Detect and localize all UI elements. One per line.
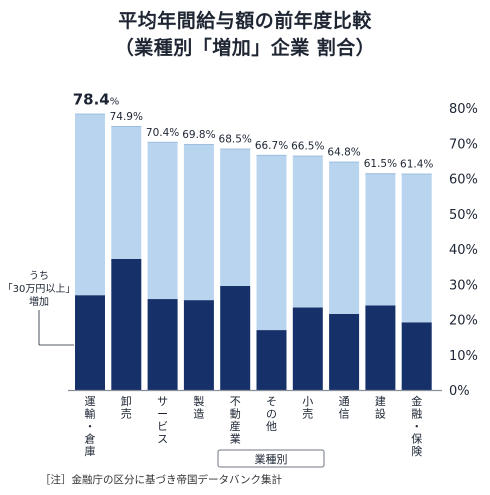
bar-segment-30man-plus: [329, 313, 360, 390]
category-char: 製: [193, 394, 204, 408]
value-label: 61.4%: [400, 159, 433, 171]
category-label: 通信: [339, 395, 350, 421]
value-label: 69.8%: [182, 129, 215, 141]
y-tick-label: 30%: [449, 278, 478, 293]
bar-segment-30man-plus: [256, 330, 287, 390]
category-char: 輸: [85, 407, 96, 421]
bar-segment-increase: [292, 155, 323, 308]
category-char: 卸: [121, 394, 132, 408]
bar-chart: 0%10%20%30%40%50%60%70%80%78.4%運輸・倉庫74.9…: [3, 91, 478, 468]
category-char: 小: [302, 395, 313, 408]
value-label-unit: %: [110, 97, 120, 108]
y-tick-label: 80%: [449, 102, 478, 117]
value-label: 66.7%: [255, 140, 288, 152]
bar-segment-increase: [256, 154, 287, 331]
bar-segment-30man-plus: [365, 305, 396, 390]
value-label-number: 78.4: [73, 91, 110, 109]
category-char: ・: [85, 420, 96, 433]
category-char: そ: [266, 395, 277, 408]
category-char: 運: [85, 395, 96, 408]
bar-segment-increase: [220, 148, 251, 287]
bar-segment-30man-plus: [401, 322, 432, 390]
category-char: ・: [411, 420, 422, 433]
bar-segment-30man-plus: [292, 307, 323, 390]
category-char: 険: [411, 445, 422, 458]
x-axis-label: 業種別: [255, 452, 288, 466]
category-label: 不動産業: [230, 395, 241, 446]
category-label: 製造: [193, 394, 204, 421]
category-char: 信: [339, 408, 350, 421]
annotation-text: 増加: [29, 295, 49, 308]
category-char: の: [266, 408, 277, 421]
bar-segment-30man-plus: [147, 299, 178, 390]
bar-segment-increase: [111, 125, 142, 259]
category-char: 建: [375, 394, 386, 408]
category-char: 倉: [85, 432, 96, 446]
y-tick-label: 50%: [449, 208, 478, 223]
y-tick-label: 10%: [449, 349, 478, 364]
category-char: サ: [157, 395, 168, 408]
annotation-text: うち: [29, 270, 49, 282]
category-char: 庫: [85, 444, 96, 458]
category-char: 不: [230, 395, 241, 408]
category-char: 産: [230, 420, 241, 433]
category-char: 造: [193, 407, 204, 421]
bar-segment-increase: [401, 173, 432, 323]
category-char: 動: [230, 407, 241, 421]
footnote: ［注］金融庁の区分に基づき帝国データバンク集計: [40, 474, 283, 486]
category-label: 卸売: [121, 394, 132, 421]
value-label: 61.5%: [364, 158, 397, 170]
category-label: 建設: [375, 394, 386, 421]
y-tick-label: 70%: [449, 137, 478, 152]
category-char: 保: [411, 432, 422, 446]
value-label: 66.5%: [291, 141, 324, 153]
y-tick-label: 20%: [449, 314, 478, 329]
value-label: 74.9%: [110, 111, 143, 123]
category-label: その他: [266, 395, 277, 433]
category-char: 売: [302, 408, 313, 421]
value-label: 70.4%: [146, 127, 179, 139]
x-axis-label-box: [217, 449, 325, 468]
title-line-1: 平均年間給与額の前年度比較: [118, 10, 372, 32]
category-label: サービス: [157, 395, 168, 446]
category-char: ス: [157, 433, 168, 446]
category-char: ビ: [157, 420, 168, 433]
category-label: 小売: [302, 395, 313, 421]
value-label: 78.4%: [73, 91, 120, 109]
bar-segment-increase: [365, 173, 396, 306]
bar-segment-increase: [329, 161, 360, 314]
bar-segment-increase: [147, 141, 178, 300]
category-char: 融: [411, 408, 422, 421]
category-char: 業: [230, 433, 241, 446]
category-char: 通: [339, 395, 350, 408]
category-char: 売: [121, 408, 132, 421]
chart-title: 平均年間給与額の前年度比較 （業種別「増加」企業 割合）: [0, 8, 490, 62]
bar-segment-30man-plus: [111, 258, 142, 390]
bar-segment-increase: [183, 143, 214, 301]
bar-segment-increase: [75, 113, 105, 296]
annotation-text: 「30万円以上」: [3, 283, 76, 295]
value-label: 64.8%: [327, 147, 360, 159]
y-tick-label: 40%: [449, 243, 478, 258]
value-label: 68.5%: [219, 134, 252, 146]
category-char: 金: [411, 394, 422, 408]
category-char: ー: [157, 408, 168, 421]
bar-segment-30man-plus: [220, 286, 251, 390]
title-line-2: （業種別「増加」企業 割合）: [114, 37, 376, 59]
bar-segment-30man-plus: [183, 300, 214, 390]
bar-segment-30man-plus: [75, 295, 105, 390]
category-char: 設: [375, 407, 386, 421]
category-label: 運輸・倉庫: [85, 395, 96, 458]
y-tick-label: 60%: [449, 173, 478, 188]
category-label: 金融・保険: [411, 394, 422, 458]
category-char: 他: [266, 420, 277, 433]
y-tick-label: 0%: [449, 384, 470, 399]
